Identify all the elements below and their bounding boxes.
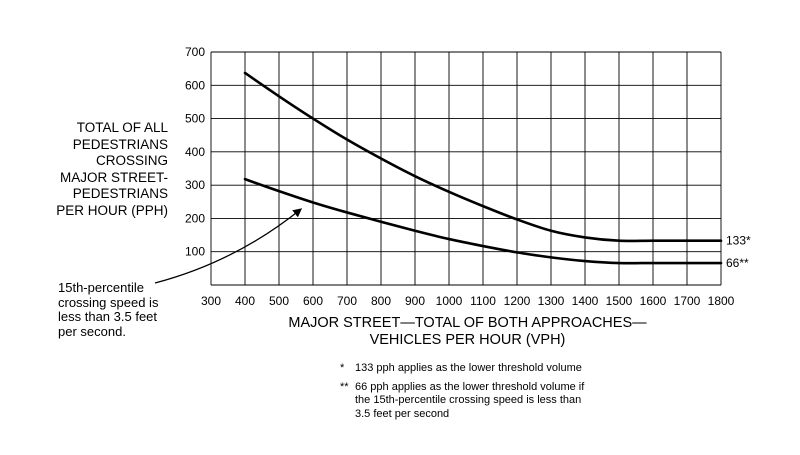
footnote: ** 66 pph applies as the lower threshold… bbox=[340, 381, 640, 422]
x-tick-label: 1800 bbox=[708, 294, 735, 308]
footnote-text: 3.5 feet per second bbox=[355, 407, 450, 420]
x-tick-label: 1200 bbox=[504, 294, 531, 308]
footnote: * 133 pph applies as the lower threshold… bbox=[340, 362, 640, 376]
x-tick-label: 400 bbox=[235, 294, 255, 308]
y-axis-label: TOTAL OF ALL PEDESTRIANS CROSSING MAJOR … bbox=[20, 120, 168, 219]
series-line-2 bbox=[243, 177, 723, 265]
x-axis-label: MAJOR STREET—TOTAL OF BOTH APPROACHES— V… bbox=[215, 315, 720, 349]
y-tick-label: 200 bbox=[185, 211, 205, 225]
x-tick-label: 900 bbox=[405, 294, 425, 308]
y-tick-label: 500 bbox=[185, 112, 205, 126]
series-end-labels: 133* 66** bbox=[726, 234, 751, 270]
y-axis-label-line: PER HOUR (PPH) bbox=[56, 202, 168, 218]
x-axis-label-line: MAJOR STREET—TOTAL OF BOTH APPROACHES— bbox=[288, 315, 647, 331]
x-tick-label: 800 bbox=[371, 294, 391, 308]
x-axis-label-line: VEHICLES PER HOUR (VPH) bbox=[369, 332, 566, 348]
x-tick-label: 1400 bbox=[572, 294, 599, 308]
y-axis-label-line: MAJOR STREET- bbox=[59, 169, 168, 185]
y-tick-label: 100 bbox=[185, 245, 205, 259]
tick-labels: 300 400 500 600 700 800 900 1000 1100 1200 1300 140… bbox=[185, 45, 735, 308]
x-tick-label: 300 bbox=[201, 294, 221, 308]
x-tick-label: 500 bbox=[269, 294, 289, 308]
y-tick-label: 600 bbox=[185, 78, 205, 92]
series-end-label: 66** bbox=[726, 256, 749, 270]
annotation-arrow bbox=[154, 208, 303, 284]
y-axis-label-line: TOTAL OF ALL bbox=[76, 120, 168, 135]
series-end-label: 133* bbox=[726, 234, 751, 248]
x-tick-label: 1100 bbox=[470, 294, 496, 308]
y-axis-label-line: CROSSING bbox=[95, 153, 168, 168]
series-line-1 bbox=[243, 71, 723, 243]
x-tick-label: 600 bbox=[303, 294, 323, 308]
y-tick-label: 400 bbox=[185, 145, 205, 159]
x-tick-label: 1700 bbox=[674, 294, 701, 308]
y-tick-label: 300 bbox=[185, 178, 205, 192]
grid bbox=[210, 51, 722, 286]
annotation-line: 15th-percentile bbox=[58, 280, 144, 295]
series-lines bbox=[243, 71, 723, 265]
x-tick-label: 1300 bbox=[538, 294, 565, 308]
annotation-line: crossing speed is bbox=[58, 294, 159, 310]
footnote-mark: ** bbox=[340, 380, 349, 393]
y-axis-label-line: PEDESTRIANS bbox=[72, 186, 168, 201]
x-tick-label: 1600 bbox=[640, 294, 667, 308]
footnotes: * 133 pph applies as the lower threshold… bbox=[340, 362, 640, 426]
annotation-line: less than 3.5 feet bbox=[58, 309, 158, 324]
footnote-text: the 15th-percentile crossing speed is le… bbox=[355, 394, 582, 406]
annotation-text: 15th-percentile crossing speed is less t… bbox=[58, 280, 183, 339]
footnote-mark: * bbox=[340, 362, 345, 374]
footnote-text: 66 pph applies as the lower threshold vo… bbox=[355, 380, 585, 393]
footnote-text: 133 pph applies as the lower threshold v… bbox=[355, 362, 582, 374]
x-tick-label: 1500 bbox=[606, 294, 633, 308]
x-tick-label: 700 bbox=[337, 294, 357, 308]
x-tick-label: 1000 bbox=[436, 294, 463, 308]
annotation-line: per second. bbox=[58, 323, 126, 339]
y-axis-label-line: PEDESTRIANS bbox=[72, 136, 168, 152]
y-tick-label: 700 bbox=[185, 45, 205, 59]
